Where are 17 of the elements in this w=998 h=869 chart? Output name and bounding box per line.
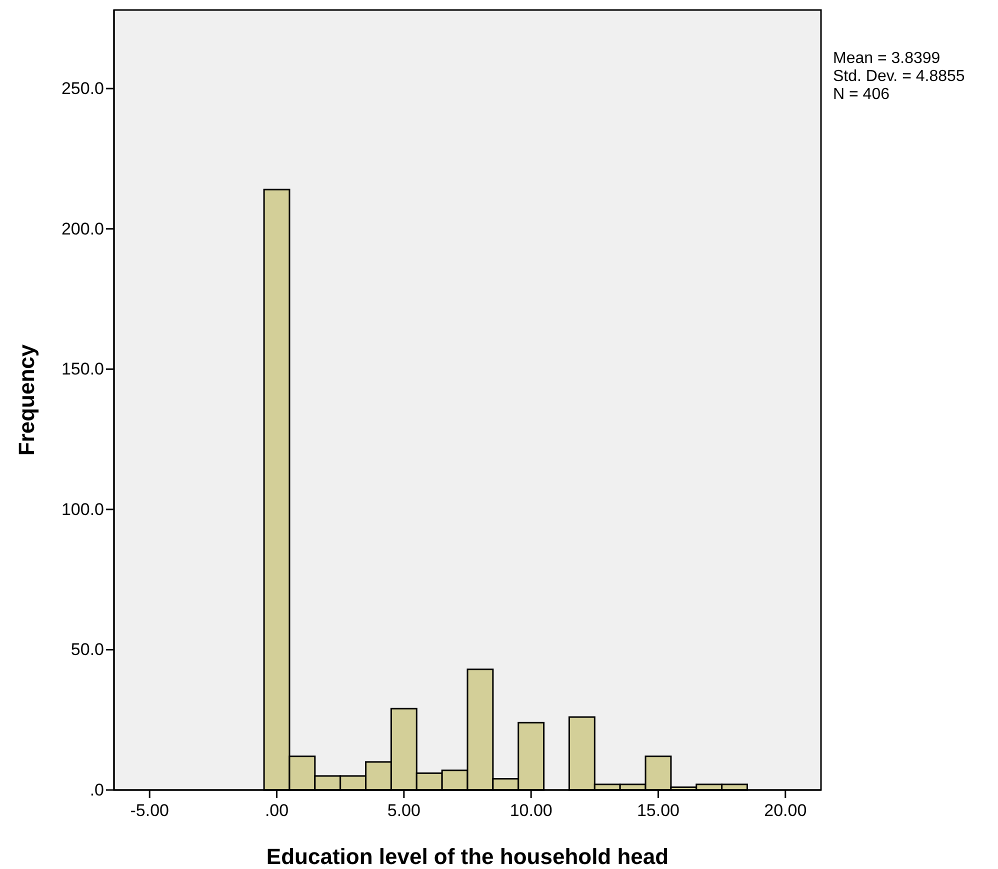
x-tick-label: 15.00 bbox=[636, 801, 680, 820]
y-tick-label: 50.0 bbox=[70, 640, 104, 660]
y-axis-title: Frequency bbox=[14, 344, 39, 456]
x-axis-title: Education level of the household head bbox=[266, 844, 669, 869]
y-tick-label: 100.0 bbox=[61, 500, 104, 519]
text: Mean = 3.8399 bbox=[833, 50, 940, 67]
text: Std. Dev. = 4.8855 bbox=[833, 68, 965, 85]
x-tick-label: .00 bbox=[264, 801, 289, 820]
y-tick-label: .0 bbox=[90, 780, 104, 800]
y-tick-label: 150.0 bbox=[61, 360, 104, 379]
x-tick-label: -5.00 bbox=[130, 801, 169, 820]
x-tick-label: 20.00 bbox=[764, 801, 807, 820]
text: N = 406 bbox=[833, 86, 890, 103]
y-tick-label: 250.0 bbox=[61, 79, 104, 98]
x-tick-label: 10.00 bbox=[510, 801, 552, 820]
y-tick-label: 200.0 bbox=[61, 219, 104, 238]
x-tick-label: 5.00 bbox=[387, 801, 420, 820]
